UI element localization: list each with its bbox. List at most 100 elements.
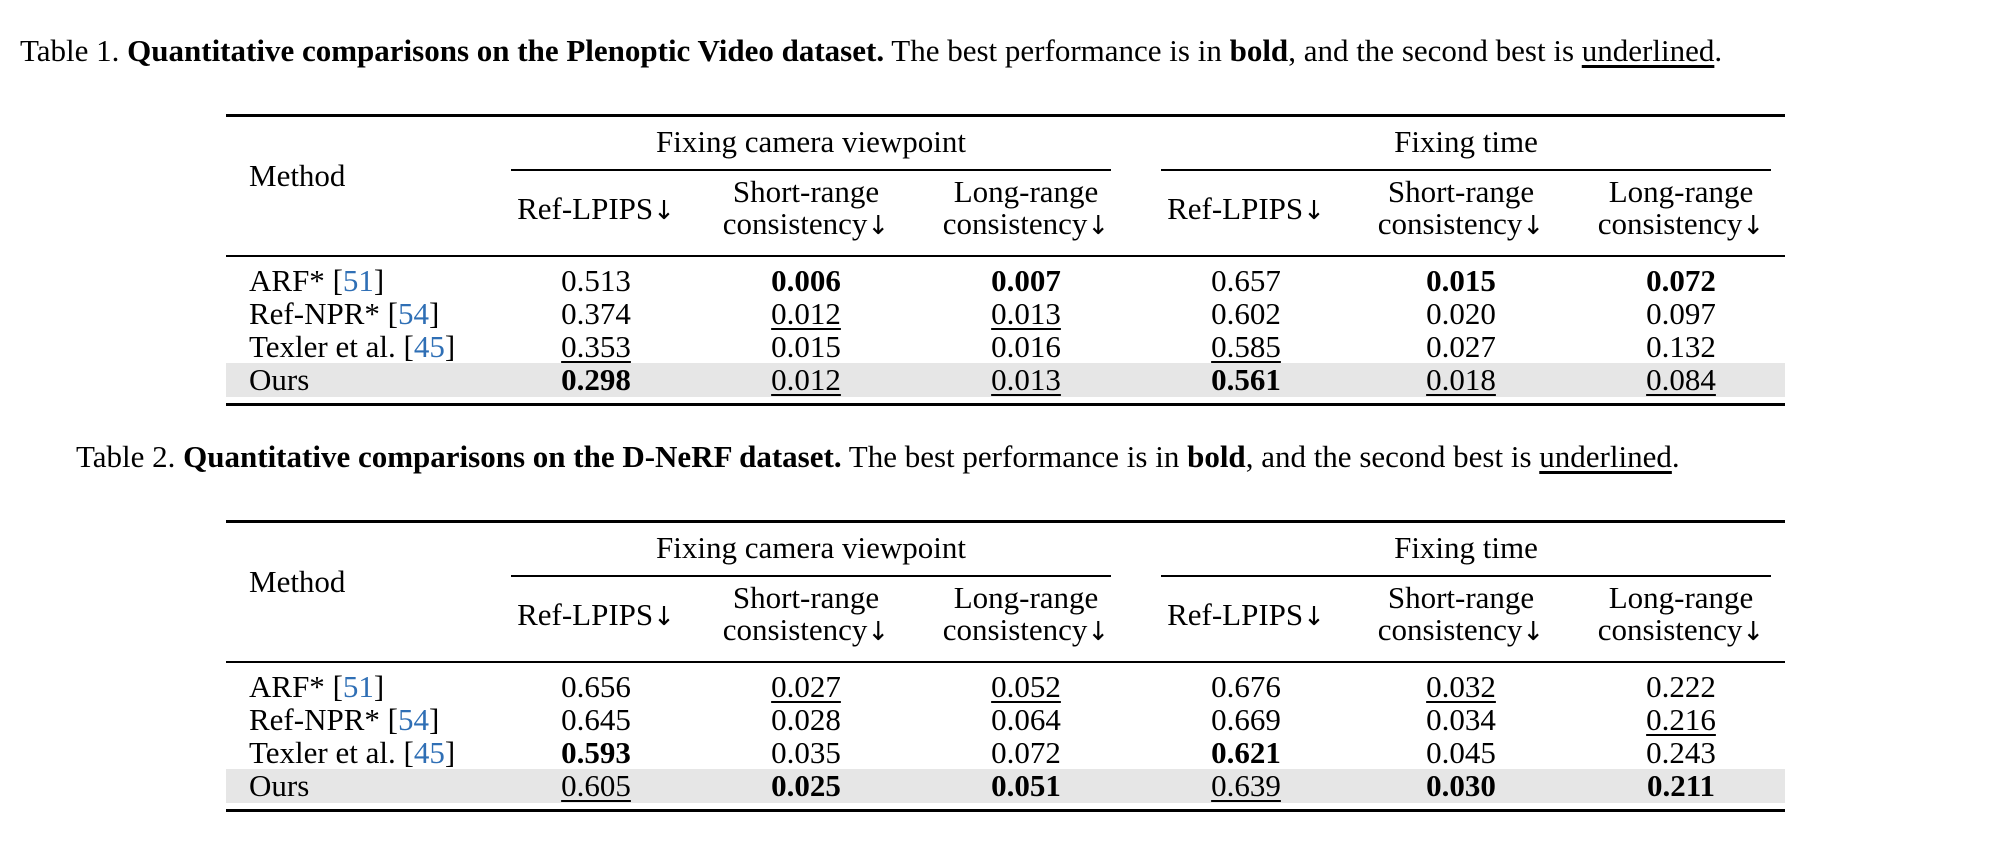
- metric-value: 0.657: [1211, 263, 1281, 298]
- table-cell-value: 0.656: [511, 671, 681, 703]
- table-cell-value: 0.605: [511, 770, 681, 802]
- method-header: Method: [249, 158, 346, 193]
- metric-value: 0.013: [991, 296, 1061, 331]
- down-arrow-icon: ↓: [653, 602, 675, 632]
- method-name: Ref-NPR* [54]: [249, 704, 439, 736]
- metric-value: 0.216: [1646, 702, 1716, 737]
- table-cell-value: 0.676: [1161, 671, 1331, 703]
- citation-bracket: [: [395, 329, 414, 364]
- metric-value: 0.605: [561, 768, 631, 803]
- down-arrow-icon: ↓: [1742, 211, 1765, 241]
- bottom-rule: [226, 403, 1785, 406]
- metric-value: 0.669: [1211, 702, 1281, 737]
- metric-value: 0.676: [1211, 669, 1281, 704]
- column-header-text: consistency: [942, 612, 1088, 647]
- method-label: ARF*: [249, 669, 325, 704]
- metric-value: 0.585: [1211, 329, 1281, 364]
- metric-value: 0.030: [1426, 768, 1496, 803]
- metric-value: 0.064: [991, 702, 1061, 737]
- citation-link[interactable]: 54: [397, 296, 429, 331]
- method-name: Texler et al. [45]: [249, 737, 455, 769]
- metric-value: 0.656: [561, 669, 631, 704]
- table-cell-value: 0.084: [1596, 364, 1766, 396]
- metric-value: 0.072: [1646, 263, 1716, 298]
- citation-link[interactable]: 45: [413, 329, 445, 364]
- table-cell-value: 0.064: [941, 704, 1111, 736]
- column-header-text: Long-range: [953, 174, 1099, 209]
- column-header-text: Short-range: [1387, 174, 1535, 209]
- caption-title: Quantitative comparisons on the Plenopti…: [127, 33, 885, 68]
- table-cell-value: 0.006: [721, 265, 891, 297]
- citation-bracket: ]: [373, 263, 385, 298]
- metric-value: 0.012: [771, 296, 841, 331]
- table-cell-value: 0.027: [1376, 331, 1546, 363]
- column-header-ref: Ref-LPIPS↓: [486, 599, 706, 633]
- table-cell-value: 0.216: [1596, 704, 1766, 736]
- table-cell-value: 0.015: [721, 331, 891, 363]
- caption-underline-word: underlined: [1539, 439, 1672, 474]
- column-header-text: Short-range: [1387, 580, 1535, 615]
- group-rule: [1161, 575, 1771, 577]
- table-cell-value: 0.007: [941, 265, 1111, 297]
- column-header-ref: Ref-LPIPS↓: [1136, 193, 1356, 227]
- bottom-rule: [226, 809, 1785, 812]
- down-arrow-icon: ↓: [1522, 617, 1545, 647]
- citation-link[interactable]: 51: [342, 669, 374, 704]
- metric-value: 0.353: [561, 329, 631, 364]
- metric-value: 0.645: [561, 702, 631, 737]
- metric-value: 0.084: [1646, 362, 1716, 397]
- column-header-text: consistency: [942, 206, 1088, 241]
- column-header-text: consistency: [1597, 612, 1743, 647]
- table-cell-value: 0.097: [1596, 298, 1766, 330]
- table-cell-value: 0.013: [941, 298, 1111, 330]
- metric-value: 0.027: [1426, 329, 1496, 364]
- table-cell-value: 0.045: [1376, 737, 1546, 769]
- table-cell-value: 0.072: [1596, 265, 1766, 297]
- caption-text: The best performance is in: [891, 33, 1222, 68]
- caption-text: , and the second best is: [1288, 33, 1575, 68]
- citation-link[interactable]: 45: [413, 735, 445, 770]
- column-header-short: Short-range consistency↓: [696, 176, 916, 242]
- group-header: Fixing time: [1394, 124, 1538, 159]
- table-cell-value: 0.052: [941, 671, 1111, 703]
- column-header-text: Long-range: [953, 580, 1099, 615]
- highlight-row-bg: [226, 363, 1785, 397]
- metric-value: 0.513: [561, 263, 631, 298]
- metric-value: 0.132: [1646, 329, 1716, 364]
- citation-bracket: ]: [373, 669, 385, 704]
- table-cell-value: 0.072: [941, 737, 1111, 769]
- column-header-text: Ref-LPIPS: [517, 597, 654, 632]
- method-name: Ours: [249, 770, 309, 802]
- table-cell-value: 0.132: [1596, 331, 1766, 363]
- citation-link[interactable]: 54: [397, 702, 429, 737]
- metric-value: 0.006: [771, 263, 841, 298]
- citation-bracket: [: [379, 702, 398, 737]
- metric-value: 0.621: [1211, 735, 1281, 770]
- column-header-text: Short-range: [732, 174, 880, 209]
- table-cell-value: 0.602: [1161, 298, 1331, 330]
- down-arrow-icon: ↓: [867, 617, 890, 647]
- citation-bracket: ]: [444, 329, 456, 364]
- citation-bracket: ]: [428, 702, 440, 737]
- table-cell-value: 0.593: [511, 737, 681, 769]
- citation-bracket: [: [379, 296, 398, 331]
- method-name: ARF* [51]: [249, 671, 384, 703]
- column-header-text: Short-range: [732, 580, 880, 615]
- citation-bracket: [: [395, 735, 414, 770]
- metric-value: 0.298: [561, 362, 631, 397]
- table-cell-value: 0.639: [1161, 770, 1331, 802]
- table-cell-value: 0.028: [721, 704, 891, 736]
- citation-bracket: [: [324, 263, 343, 298]
- metric-value: 0.028: [771, 702, 841, 737]
- table-1-caption: Table 1. Quantitative comparisons on the…: [20, 31, 1722, 71]
- method-label: Ours: [249, 768, 310, 803]
- citation-link[interactable]: 51: [342, 263, 374, 298]
- table-2-caption: Table 2. Quantitative comparisons on the…: [76, 437, 1680, 477]
- metric-value: 0.243: [1646, 735, 1716, 770]
- table-cell-value: 0.030: [1376, 770, 1546, 802]
- metric-value: 0.012: [771, 362, 841, 397]
- caption-text: The best performance is in: [848, 439, 1180, 474]
- down-arrow-icon: ↓: [1522, 211, 1545, 241]
- column-header-text: Long-range: [1608, 580, 1754, 615]
- method-name: ARF* [51]: [249, 265, 384, 297]
